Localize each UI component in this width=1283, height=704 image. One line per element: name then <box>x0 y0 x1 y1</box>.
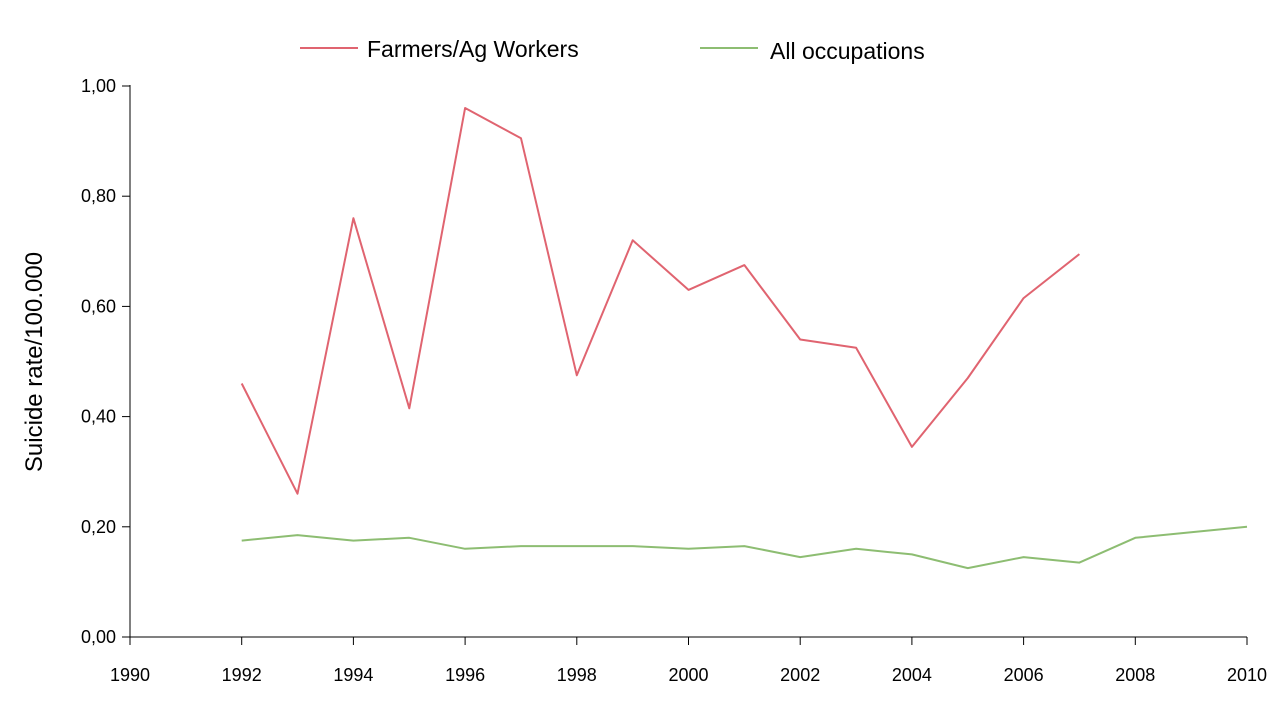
y-tick-label: 0,80 <box>81 186 116 206</box>
x-tick-label: 2004 <box>892 665 932 685</box>
x-tick-label: 2006 <box>1004 665 1044 685</box>
legend-label-all-occupations: All occupations <box>770 38 925 64</box>
x-tick-label: 1996 <box>445 665 485 685</box>
x-tick-label: 1990 <box>110 665 150 685</box>
legend-entry-all-occupations: All occupations <box>700 38 925 64</box>
y-axis: 0,00 0,20 0,40 0,60 0,80 1,00 <box>81 76 131 647</box>
x-axis: 1990 1992 1994 1996 1998 2000 2002 2004 2006 2008… <box>110 636 1267 685</box>
x-tick-label: 2002 <box>780 665 820 685</box>
y-tick-label: 0,00 <box>81 627 116 647</box>
x-tick-label: 1994 <box>333 665 373 685</box>
y-tick-label: 0,40 <box>81 407 116 427</box>
series-layer <box>240 107 1248 570</box>
legend-entry-farmers: Farmers/Ag Workers <box>300 36 579 62</box>
x-tick-label: 1992 <box>222 665 262 685</box>
legend-label-farmers: Farmers/Ag Workers <box>367 36 579 62</box>
x-tick-label: 2000 <box>668 665 708 685</box>
y-tick-label: 0,20 <box>81 517 116 537</box>
y-tick-label: 1,00 <box>81 76 116 96</box>
x-tick-label: 2008 <box>1115 665 1155 685</box>
series-line-farmers <box>240 107 1081 495</box>
y-tick-label: 0,60 <box>81 296 116 316</box>
x-tick-label: 2010 <box>1227 665 1267 685</box>
legend: Farmers/Ag Workers All occupations <box>300 36 925 64</box>
y-axis-title: Suicide rate/100.000 <box>21 252 48 472</box>
x-tick-label: 1998 <box>557 665 597 685</box>
series-line-all-occupations <box>241 525 1248 570</box>
